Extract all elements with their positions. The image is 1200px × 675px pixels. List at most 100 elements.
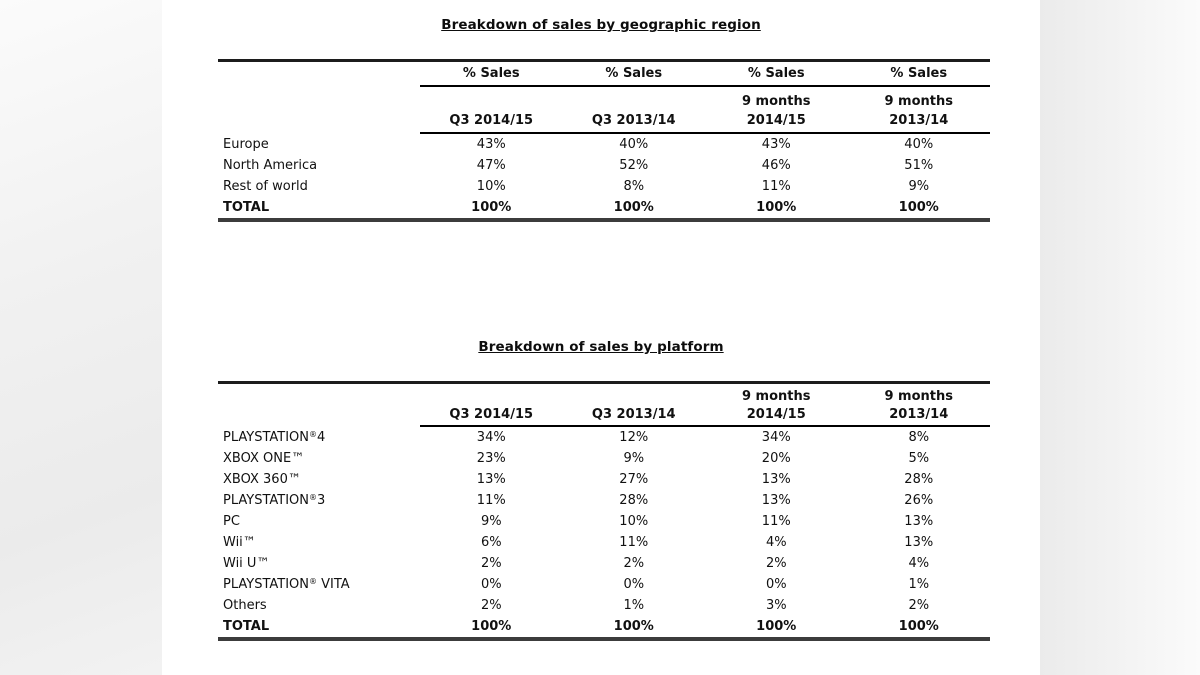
table-row: PC 9% 10% 11% 13% (218, 511, 990, 532)
row-label: PC (223, 514, 240, 529)
region-table-title: Breakdown of sales by geographic region (441, 17, 761, 33)
value-cell: 1% (908, 577, 930, 592)
value-cell: 23% (476, 451, 506, 466)
row-label: PLAYSTATION® VITA (223, 577, 350, 592)
value-cell: 100% (756, 619, 797, 634)
value-cell: 2% (480, 556, 502, 571)
sales-header-row: % Sales% Sales% Sales% Sales (218, 60, 990, 87)
period-line2-cell: 2013/14 (847, 404, 990, 427)
value-cell: 34% (476, 430, 506, 445)
table-row: XBOX 360™ 13% 27% 13% 28% (218, 469, 990, 490)
row-label: Others (223, 598, 267, 613)
row-label: PLAYSTATION®4 (223, 429, 326, 445)
right-margin-shade (1040, 0, 1200, 675)
value-cell: 28% (619, 493, 649, 508)
row-label: Europe (223, 136, 269, 152)
period-line1-cell: 9 months (884, 94, 953, 109)
period-line2-row: Q3 2014/15 Q3 2013/14 2014/15 2013/14 (218, 404, 990, 427)
period-line1-row: 9 months 9 months (218, 86, 990, 109)
spacer-cell (218, 61, 420, 87)
sales-header-cell: % Sales (420, 60, 563, 87)
value-cell: 8% (623, 179, 645, 194)
value-cell: 27% (619, 472, 649, 487)
value-cell: 2% (765, 556, 787, 571)
spacer-cell (218, 109, 420, 133)
row-label: North America (223, 158, 318, 173)
table-row: Wii™ 6% 11% 4% 13% (218, 532, 990, 553)
value-cell: 6% (480, 535, 502, 550)
row-label: XBOX 360™ (223, 472, 301, 487)
value-cell: 5% (908, 451, 930, 466)
value-cell: 8% (908, 430, 930, 445)
table-row: TOTAL 100% 100% 100% 100% (218, 197, 990, 220)
value-cell: 28% (904, 472, 934, 487)
table-row: PLAYSTATION®3 11% 28% 13% 26% (218, 490, 990, 511)
value-cell: 2% (480, 598, 502, 613)
table-row: TOTAL 100% 100% 100% 100% (218, 616, 990, 639)
period-line1-cell (420, 383, 563, 405)
period-line2-cell: Q3 2013/14 (562, 109, 705, 134)
period-line2-cell: Q3 2014/15 (420, 109, 563, 134)
value-cell: 1% (623, 598, 645, 613)
sales-by-platform-table: 9 months 9 months Q3 2014/15 Q3 2013/14 2014… (218, 381, 990, 641)
row-label: Wii U™ (223, 556, 270, 571)
value-cell: 9% (908, 179, 930, 194)
value-cell: 51% (904, 158, 934, 173)
sales-header-cell: % Sales (705, 60, 848, 87)
value-cell: 100% (898, 619, 939, 634)
period-line2-cell: Q3 2013/14 (562, 404, 705, 427)
value-cell: 2% (623, 556, 645, 571)
value-cell: 10% (619, 514, 649, 529)
value-cell: 2% (908, 598, 930, 613)
value-cell: 100% (613, 200, 654, 215)
row-label: PLAYSTATION®3 (223, 493, 326, 508)
value-cell: 100% (898, 200, 939, 215)
value-cell: 34% (761, 430, 791, 445)
table-row: PLAYSTATION®4 34% 12% 34% 8% (218, 426, 990, 448)
value-cell: 20% (761, 451, 791, 466)
value-cell: 13% (476, 472, 506, 487)
value-cell: 3% (765, 598, 787, 613)
value-cell: 9% (480, 514, 502, 529)
period-line1-cell (563, 383, 706, 405)
value-cell: 46% (761, 158, 791, 173)
period-line1-row: 9 months 9 months (218, 383, 990, 405)
table-row: Wii U™ 2% 2% 2% 4% (218, 553, 990, 574)
value-cell: 26% (904, 493, 934, 508)
row-label: TOTAL (223, 200, 270, 215)
value-cell: 11% (761, 514, 791, 529)
period-line1-cell: 9 months (884, 389, 953, 404)
value-cell: 43% (476, 137, 506, 152)
row-label: Wii™ (223, 535, 256, 550)
period-line2-cell: 2014/15 (705, 109, 848, 134)
period-line1-cell (420, 86, 563, 109)
period-line2-cell: 2014/15 (705, 404, 848, 427)
value-cell: 47% (476, 158, 506, 173)
table-row: XBOX ONE™ 23% 9% 20% 5% (218, 448, 990, 469)
sales-by-region-table: % Sales% Sales% Sales% Sales 9 months 9 mo… (218, 59, 990, 222)
value-cell: 100% (756, 200, 797, 215)
value-cell: 13% (761, 472, 791, 487)
value-cell: 100% (613, 619, 654, 634)
value-cell: 13% (904, 514, 934, 529)
spacer-cell (218, 86, 420, 109)
sales-header-cell: % Sales (562, 60, 705, 87)
sales-header-cell: % Sales (847, 60, 990, 87)
period-line2-row: Q3 2014/15 Q3 2013/14 2014/15 2013/14 (218, 109, 990, 134)
value-cell: 9% (623, 451, 645, 466)
value-cell: 13% (761, 493, 791, 508)
value-cell: 0% (765, 577, 787, 592)
value-cell: 43% (761, 137, 791, 152)
value-cell: 52% (619, 158, 649, 173)
document-page: Breakdown of sales by geographic region … (162, 0, 1040, 675)
row-label: Rest of world (223, 179, 308, 194)
value-cell: 0% (480, 577, 502, 592)
value-cell: 11% (619, 535, 649, 550)
value-cell: 10% (476, 179, 506, 194)
value-cell: 100% (471, 200, 512, 215)
left-margin-shade (0, 0, 162, 675)
value-cell: 11% (476, 493, 506, 508)
value-cell: 40% (619, 137, 649, 152)
period-line2-cell: Q3 2014/15 (420, 404, 563, 427)
